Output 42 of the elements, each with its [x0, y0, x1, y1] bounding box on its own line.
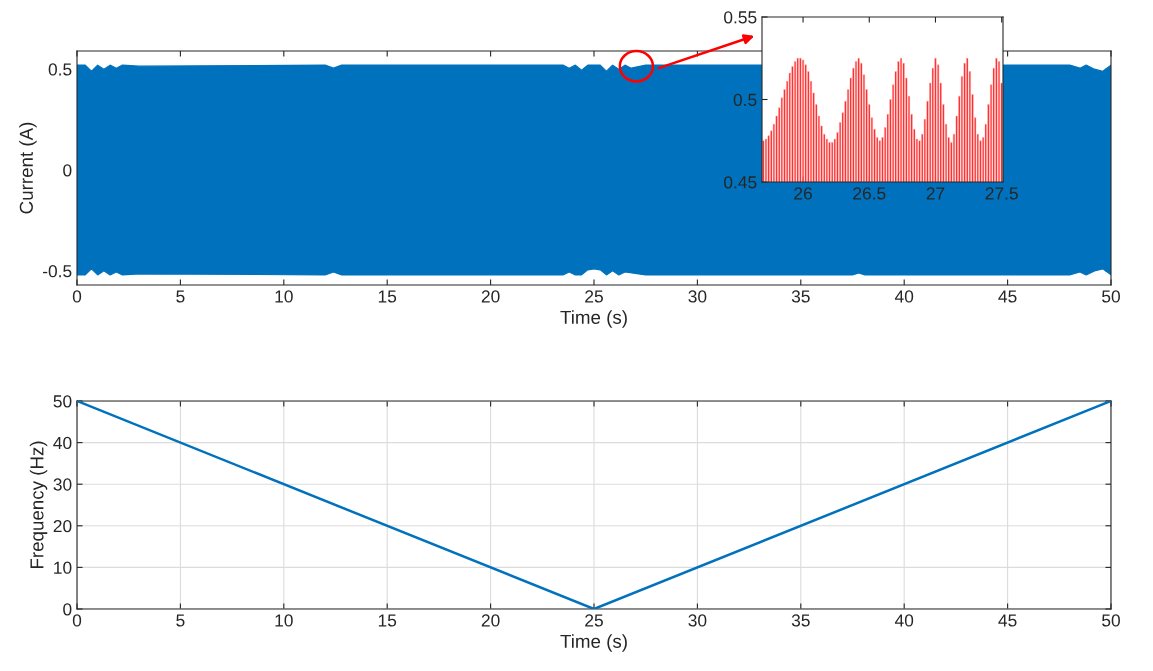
y-axis-title: Current (A) — [19, 122, 37, 214]
x-tick-label: 0 — [72, 290, 82, 303]
y-tick-label: 0.55 — [724, 11, 757, 24]
x-tick-label: 30 — [688, 614, 707, 627]
x-tick-label: 25 — [585, 290, 603, 303]
y-tick-label: 0.5 — [733, 93, 757, 106]
x-tick-label: 26.5 — [853, 187, 886, 200]
x-tick-label: 10 — [275, 290, 293, 303]
y-tick-label: -0.5 — [43, 265, 72, 278]
x-tick-label: 15 — [378, 290, 397, 303]
x-tick-label: 26 — [794, 187, 812, 200]
x-tick-label: 15 — [378, 614, 397, 627]
x-tick-label: 0 — [72, 614, 82, 627]
y-tick-label: 0.45 — [724, 176, 757, 189]
x-tick-label: 40 — [894, 614, 914, 627]
x-tick-label: 50 — [1102, 614, 1120, 627]
x-tick-label: 50 — [1102, 290, 1120, 303]
x-tick-label: 5 — [176, 614, 185, 627]
y-tick-label: 0.5 — [48, 63, 72, 76]
y-tick-label: 10 — [54, 561, 72, 574]
x-tick-label: 35 — [791, 290, 810, 303]
y-tick-label: 50 — [53, 395, 72, 408]
x-tick-label: 20 — [481, 614, 500, 627]
x-tick-label: 10 — [275, 614, 293, 627]
x-tick-label: 25 — [585, 614, 603, 627]
x-axis-title: Time (s) — [560, 310, 627, 328]
x-tick-label: 30 — [688, 290, 707, 303]
y-tick-label: 20 — [53, 519, 72, 533]
x-axis-title: Time (s) — [560, 634, 627, 652]
y-tick-label: 30 — [53, 478, 72, 491]
x-tick-label: 35 — [791, 614, 810, 627]
x-tick-label: 45 — [998, 614, 1017, 627]
x-tick-label: 5 — [176, 290, 185, 303]
x-tick-label: 27.5 — [985, 187, 1018, 200]
x-tick-label: 40 — [894, 290, 914, 303]
x-tick-label: 45 — [998, 290, 1017, 303]
x-tick-label: 27 — [926, 187, 945, 200]
y-tick-label: 0 — [63, 603, 72, 616]
x-tick-label: 20 — [481, 290, 500, 303]
y-tick-label: 0 — [63, 164, 72, 177]
y-axis-title: Frequency (Hz) — [29, 441, 48, 569]
y-tick-label: 40 — [53, 436, 72, 450]
